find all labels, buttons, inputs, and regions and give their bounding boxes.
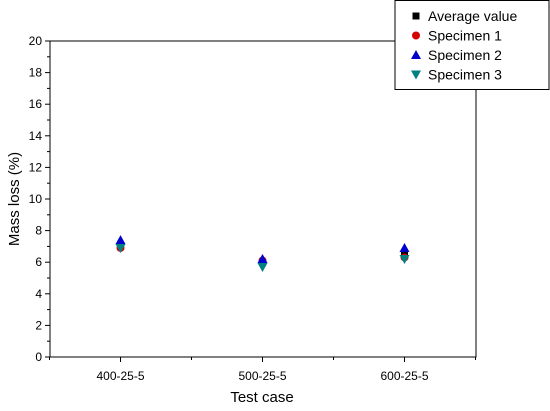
legend-label: Specimen 2	[428, 47, 502, 63]
y-tick-label: 16	[29, 97, 43, 111]
data-points	[115, 235, 410, 272]
x-axis-title: Test case	[230, 389, 293, 406]
specimen-2-point	[399, 242, 410, 252]
y-tick-label: 20	[29, 34, 43, 48]
y-tick-label: 18	[29, 66, 43, 80]
legend-box	[394, 0, 550, 90]
legend-marker-specimen-2	[411, 50, 421, 59]
y-tick-label: 8	[35, 224, 42, 238]
legend-marker-specimen-1	[412, 31, 420, 40]
y-tick-label: 6	[35, 255, 42, 269]
specimen-2-point	[257, 254, 268, 264]
legend-marker-average-value	[412, 12, 420, 20]
y-tick-label: 0	[35, 350, 42, 364]
y-axis-title: Mass loss (%)	[6, 152, 23, 246]
y-tick-label: 14	[29, 129, 43, 143]
specimen-3-point	[115, 243, 126, 253]
x-tick-label: 400-25-5	[96, 369, 144, 383]
y-tick-label: 10	[29, 192, 43, 206]
y-tick-label: 12	[29, 160, 43, 174]
legend: Average value Specimen 1 Specimen 2 Specime…	[394, 0, 550, 90]
specimen-2-point	[115, 235, 126, 245]
legend-marker-specimen-3	[411, 70, 421, 80]
y-tick-label: 2	[35, 318, 42, 332]
specimen-3-point	[399, 255, 410, 265]
y-tick-label: 4	[35, 287, 42, 301]
x-tick-label: 600-25-5	[380, 369, 428, 383]
x-axis: 400-25-5 500-25-5 600-25-5	[49, 357, 476, 383]
legend-label: Specimen 1	[428, 28, 502, 44]
specimen-3-point	[257, 262, 268, 272]
x-tick-label: 500-25-5	[238, 369, 286, 383]
legend-label: Average value	[428, 8, 517, 24]
y-axis: 0 2 4 6 8 10 12 14 16 18 20	[29, 34, 50, 364]
legend-label: Specimen 3	[428, 67, 502, 83]
